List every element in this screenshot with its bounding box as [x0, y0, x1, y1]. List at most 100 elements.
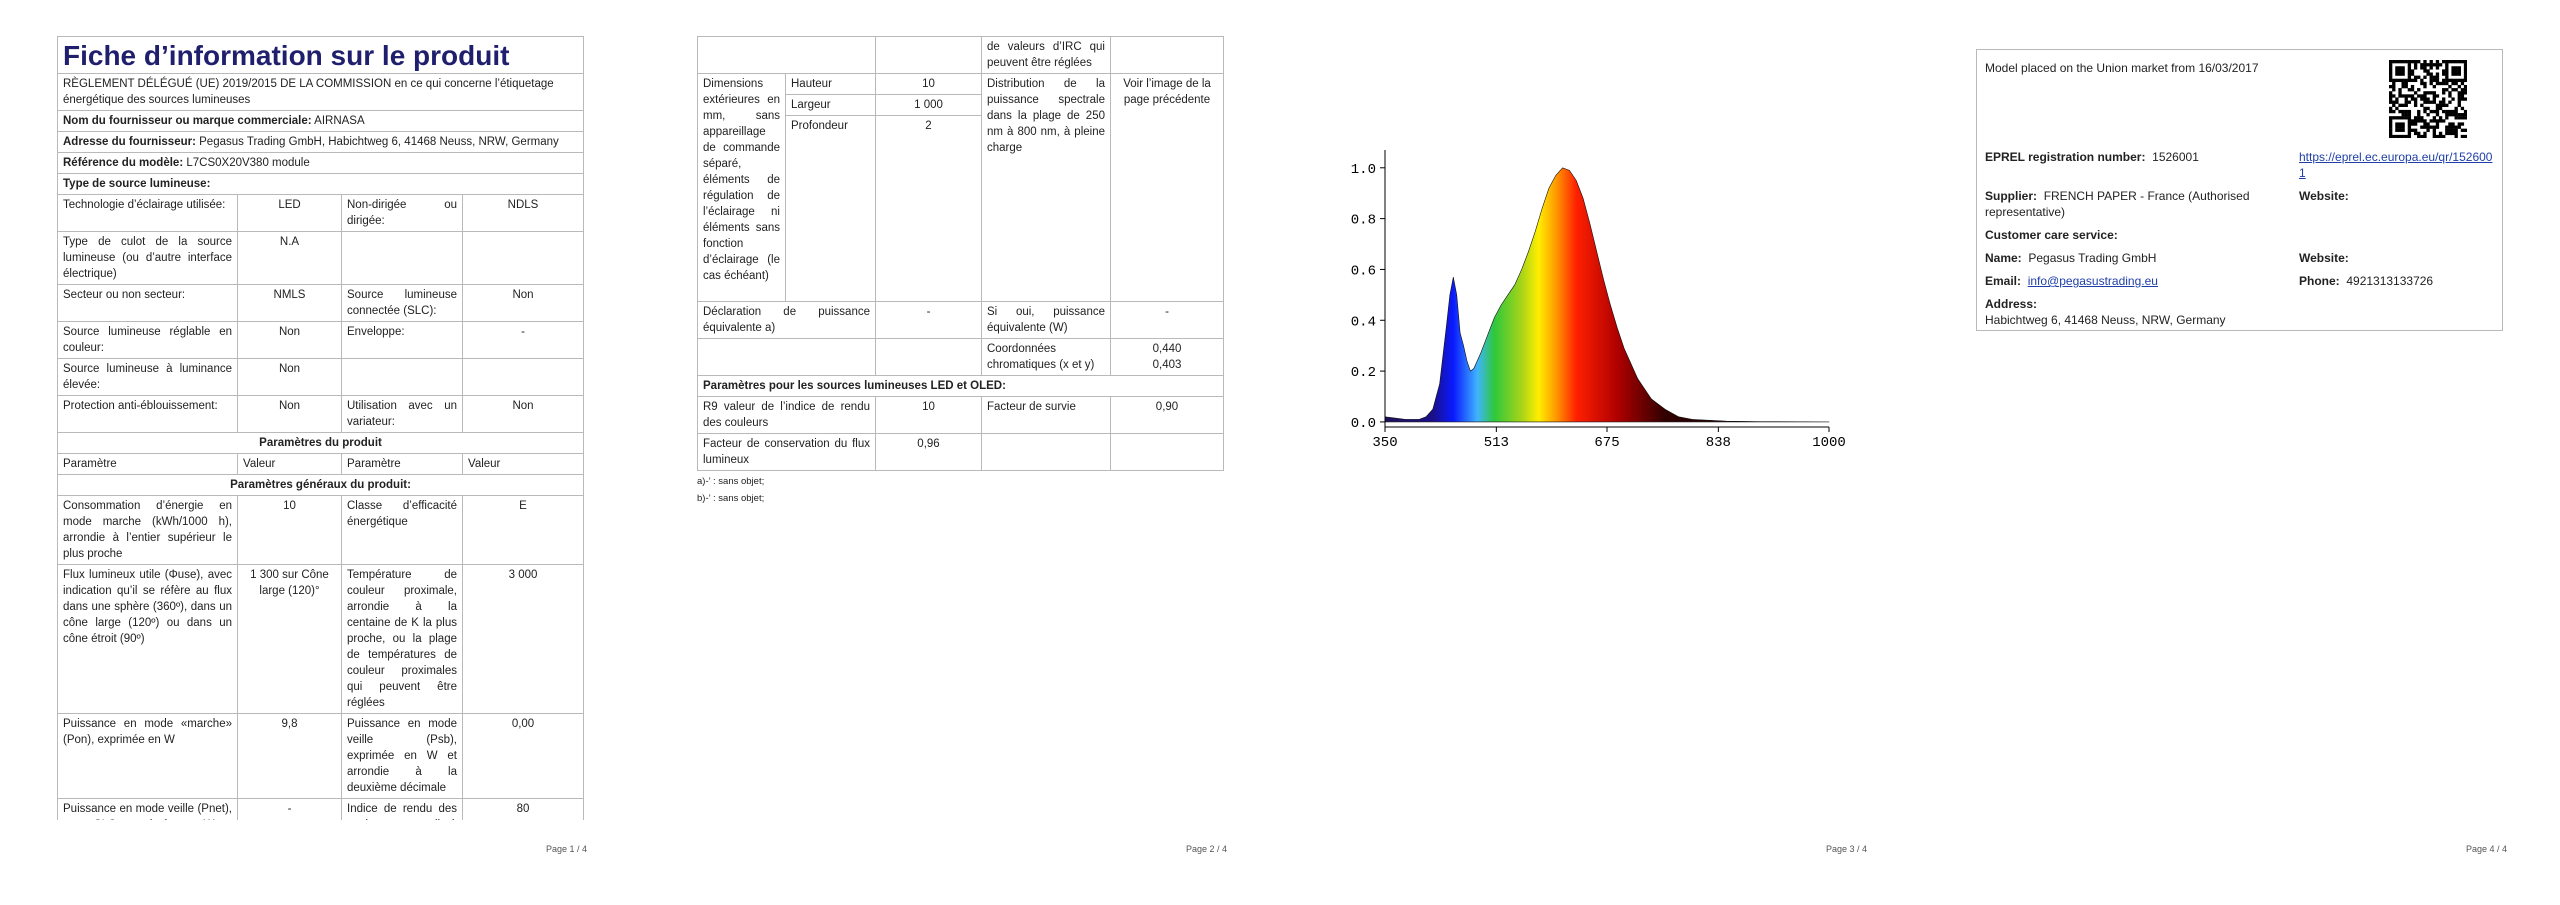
qr-module [2457, 60, 2461, 64]
y-tick-label: 0.2 [1351, 365, 1376, 381]
table-cell: Facteur de survie [981, 396, 1111, 434]
qr-module [2410, 97, 2415, 101]
table-cell: Non [237, 321, 342, 359]
qr-module [2389, 72, 2393, 76]
table-cell: Puissance en mode «marche» (Pon), exprim… [57, 713, 238, 799]
table-cell: 3 000 [461, 564, 585, 714]
table-cell [341, 358, 463, 396]
qr-module [2395, 125, 2399, 129]
qr-module [2401, 78, 2405, 83]
table-cell: LED [237, 194, 342, 232]
qr-module [2457, 84, 2461, 89]
qr-module [2404, 100, 2408, 104]
qr-module [2395, 116, 2399, 120]
element: RÈGLEMENT DÉLÉGUÉ (UE) 2019/2015 DE LA C… [57, 73, 585, 111]
table-row: Puissance en mode «marche» (Pon), exprim… [57, 713, 585, 799]
qr-module [2426, 125, 2430, 129]
qr-module [2401, 60, 2405, 64]
element: Customer care service: [1985, 227, 2118, 243]
element: Paramètres du produit [57, 432, 585, 454]
qr-module [2432, 94, 2436, 98]
x-tick-label: 513 [1484, 435, 1509, 450]
eprel-link[interactable]: https://eprel.ec.europa.eu/qr/1526001 [2299, 150, 2493, 180]
qr-module [2463, 113, 2467, 117]
text: Email: [1985, 274, 2022, 288]
qr-module [2417, 88, 2421, 92]
text: Type de source lumineuse: [63, 178, 211, 190]
table-cell: Non [461, 395, 585, 433]
text: EPREL registration number: [1985, 150, 2146, 164]
qr-module [2448, 94, 2452, 98]
qr-module [2463, 116, 2467, 120]
qr-module [2442, 109, 2446, 114]
qr-module [2457, 122, 2461, 126]
qr-module [2426, 106, 2430, 111]
qr-module [2423, 122, 2427, 126]
qr-module [2463, 72, 2467, 76]
qr-module [2420, 134, 2424, 138]
qr-module [2460, 134, 2465, 138]
qr-module [2392, 81, 2396, 86]
element: Paramètres généraux du produit: [57, 474, 585, 496]
table-cell: 0,440 0,403 [1110, 338, 1224, 376]
product-table: de valeurs d’IRC qui peuvent être réglée… [697, 36, 1224, 471]
qr-module [2429, 75, 2433, 79]
qr-module [2420, 125, 2424, 129]
qr-module [2404, 103, 2408, 107]
qr-module [2451, 60, 2455, 64]
table-cell: - [237, 798, 342, 820]
qr-module [2438, 81, 2443, 86]
table-row: R9 valeur de l’indice de rendu des coule… [697, 396, 1224, 434]
qr-module [2435, 122, 2440, 126]
element: Paramètres pour les sources lumineuses L… [697, 375, 1224, 397]
qr-module [2463, 66, 2467, 70]
qr-module [2460, 106, 2465, 111]
qr-module [2401, 134, 2405, 138]
qr-module [2451, 88, 2455, 92]
qr-module [2407, 109, 2412, 114]
qr-module [2420, 116, 2424, 120]
qr-module [2448, 128, 2452, 132]
qr-module [2423, 75, 2427, 79]
qr-module [2398, 91, 2402, 95]
qr-module [2426, 72, 2430, 76]
qr-module [2460, 128, 2465, 132]
table-cell: Secteur ou non secteur: [57, 284, 238, 322]
qr-module [2395, 66, 2399, 70]
qr-module [2429, 81, 2433, 86]
qr-module [2389, 94, 2393, 98]
qr-module [2407, 125, 2412, 129]
qr-module [2395, 97, 2399, 101]
element: Fiche d’information sur le produit [57, 36, 585, 74]
qr-module [2401, 103, 2405, 107]
table-cell: Non [237, 358, 342, 396]
qr-module [2401, 72, 2405, 76]
qr-module [2404, 134, 2408, 138]
text: Page 1 / 4 [546, 844, 588, 854]
qr-module [2389, 119, 2393, 123]
qr-module [2417, 109, 2421, 114]
qr-module [2395, 69, 2399, 73]
qr-module [2395, 72, 2399, 76]
page-1: Fiche d’information sur le produit RÈGLE… [57, 36, 585, 820]
qr-module [2398, 103, 2402, 107]
email-link[interactable]: info@pegasustrading.eu [2027, 274, 2158, 288]
text: Dimensions extérieures en mm, sans appar… [697, 73, 786, 302]
qr-module [2432, 119, 2436, 123]
qr-module [2445, 116, 2449, 120]
qr-module [2457, 72, 2461, 76]
qr-module [2389, 75, 2393, 79]
element: Consommation d’énergie en mode marche (k… [57, 495, 585, 820]
qr-module [2435, 72, 2440, 76]
qr-module [2389, 134, 2393, 138]
qr-module [2423, 66, 2427, 70]
qr-module [2445, 60, 2449, 64]
qr-module [2451, 113, 2455, 117]
qr-module [2454, 88, 2458, 92]
qr-module [2435, 119, 2440, 123]
text: Nom du fournisseur ou marque commerciale… [63, 115, 312, 127]
table-cell: Enveloppe: [341, 321, 463, 359]
qr-module [2451, 109, 2455, 114]
qr-module [2401, 113, 2405, 117]
table-cell: Protection anti-éblouissement: [57, 395, 238, 433]
